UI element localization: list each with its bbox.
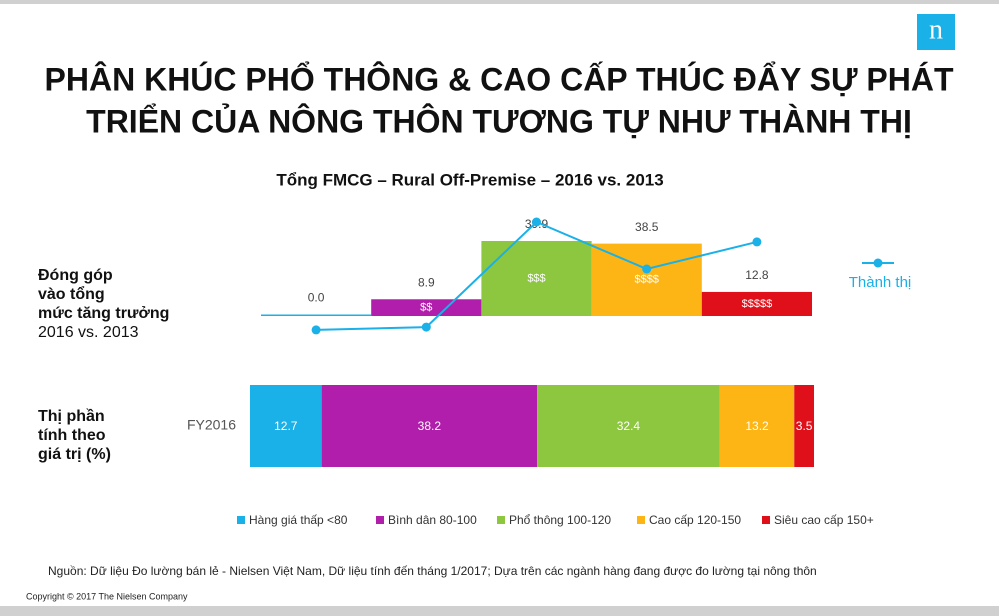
bar <box>701 291 812 316</box>
value-label: 12.8 <box>745 268 769 282</box>
row-label: Thị phần <box>38 408 105 425</box>
bottom-band <box>0 606 999 616</box>
bar-label: $$$$$ <box>742 298 773 310</box>
row-label: vào tổng <box>38 285 105 303</box>
share-segment <box>537 385 720 467</box>
row-label: mức tăng trưởng <box>38 305 169 322</box>
bar <box>481 240 592 316</box>
line-point <box>421 322 431 332</box>
copyright: Copyright © 2017 The Nielsen Company <box>26 591 188 601</box>
bar-label: $$$ <box>527 272 545 284</box>
bar-label: $$ <box>420 302 432 314</box>
value-label: 8.9 <box>418 275 435 289</box>
line-point <box>752 237 762 247</box>
share-segment <box>794 385 814 467</box>
source: Nguồn: Dữ liệu Đo lường bán lẻ - Nielsen… <box>48 564 817 578</box>
logo-text: n <box>929 14 943 45</box>
line-point <box>311 325 321 335</box>
legend-swatch <box>237 516 245 524</box>
share-label: 12.7 <box>274 419 298 433</box>
legend-text: Cao cấp 120-150 <box>649 513 741 527</box>
share-segment <box>250 385 322 467</box>
row-label: giá trị (%) <box>38 446 111 463</box>
bar <box>591 243 702 316</box>
title-line: TRIỂN CỦA NÔNG THÔN TƯƠNG TỰ NHƯ THÀNH T… <box>86 103 912 139</box>
bar-label: $$$$ <box>634 274 658 286</box>
legend-text: Siêu cao cấp 150+ <box>774 513 874 527</box>
category-label: FY2016 <box>187 417 236 433</box>
legend-swatch <box>762 516 770 524</box>
legend-swatch <box>497 516 505 524</box>
chart-title: Tổng FMCG – Rural Off-Premise – 2016 vs.… <box>276 170 663 189</box>
bar <box>261 314 372 316</box>
value-label: 38.5 <box>635 220 659 234</box>
title-line: PHÂN KHÚC PHỔ THÔNG & CAO CẤP THÚC ĐẨY S… <box>45 61 954 97</box>
line-point <box>642 264 652 274</box>
line-point <box>532 217 541 227</box>
legend-dot <box>873 258 883 268</box>
legend-text: Bình dân 80-100 <box>388 513 477 527</box>
share-label: 38.2 <box>418 419 442 433</box>
value-label: 0.0 <box>308 291 325 305</box>
legend-text: Hàng giá thấp <80 <box>249 513 348 527</box>
legend-swatch <box>637 516 645 524</box>
top-band <box>0 0 999 4</box>
legend-text: Thành thị <box>849 274 912 291</box>
share-segment <box>719 385 795 467</box>
legend-swatch <box>376 516 384 524</box>
share-label: 32.4 <box>617 419 641 433</box>
share-label: 3.5 <box>796 419 813 433</box>
row-label: tính theo <box>38 427 106 444</box>
share-segment <box>321 385 538 467</box>
legend-text: Phổ thông 100-120 <box>509 513 611 527</box>
logo <box>917 14 955 50</box>
row-label: Đóng góp <box>38 267 113 284</box>
share-label: 13.2 <box>745 419 769 433</box>
row-label: 2016 vs. 2013 <box>38 324 139 341</box>
bar <box>371 299 482 316</box>
